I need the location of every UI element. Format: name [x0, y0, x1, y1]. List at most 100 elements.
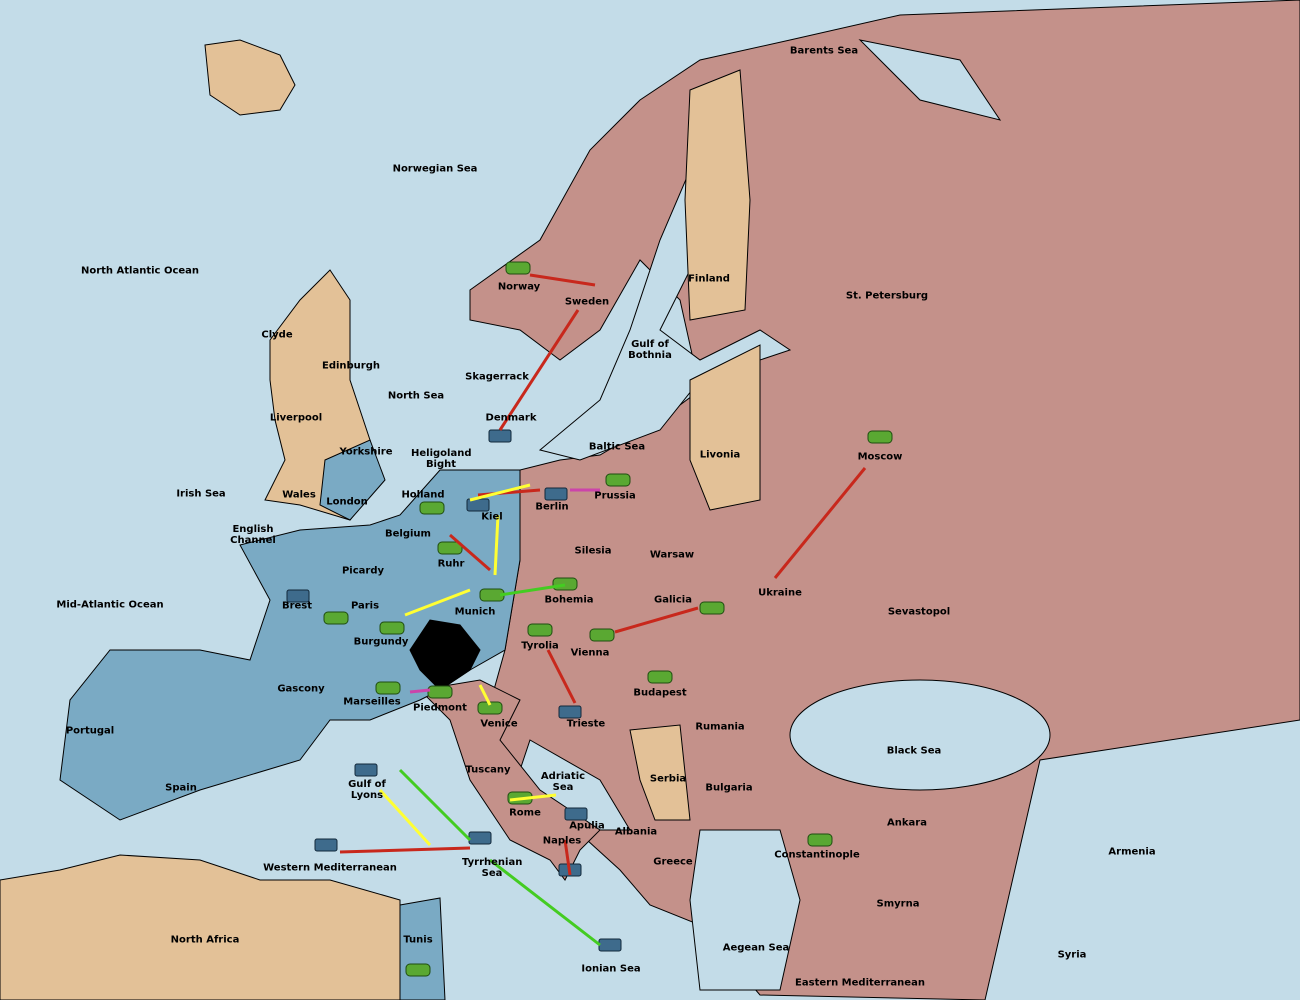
army-unit: [405, 963, 431, 977]
army-unit: [647, 670, 673, 684]
province-label: Adriatic Sea: [540, 771, 586, 793]
province-label: Edinburgh: [321, 360, 381, 372]
province-label: Ruhr: [437, 558, 465, 570]
province-label: Paris: [350, 600, 380, 612]
order-arrow: [498, 309, 580, 431]
order-arrow: [478, 684, 492, 706]
province-label: Vienna: [570, 647, 610, 659]
province-label: Irish Sea: [176, 488, 226, 500]
land: [418, 679, 601, 881]
land: [59, 469, 521, 821]
order-arrow: [773, 467, 867, 579]
province-label: Picardy: [341, 565, 385, 577]
land: [689, 344, 761, 511]
province-label: Ionian Sea: [581, 963, 641, 975]
province-label: Kiel: [481, 511, 503, 523]
land: [0, 854, 401, 1000]
land: [399, 897, 446, 1000]
sea: [789, 679, 1051, 791]
province-label: Venice: [480, 718, 518, 730]
land: [629, 724, 691, 821]
order-arrow: [614, 606, 699, 634]
fleet-unit: [544, 487, 568, 501]
province-label: Galicia: [654, 594, 692, 606]
province-label: Mid-Atlantic Ocean: [56, 599, 164, 611]
order-arrow: [499, 583, 566, 597]
province-label: Spain: [165, 782, 197, 794]
province-label: Budapest: [633, 687, 687, 699]
province-label: Ankara: [887, 817, 927, 829]
province-label: Baltic Sea: [588, 441, 646, 453]
province-label: Gulf of Lyons: [348, 779, 386, 801]
army-unit: [605, 473, 631, 487]
army-unit: [379, 621, 405, 635]
province-label: Syria: [1057, 949, 1087, 961]
order-arrow: [449, 533, 491, 572]
sea: [538, 168, 792, 461]
order-arrow: [493, 514, 500, 576]
province-label: Western Mediterranean: [263, 862, 397, 874]
province-label: Eastern Mediterranean: [795, 977, 925, 989]
order-arrow: [409, 688, 431, 694]
province-label: Finland: [688, 273, 730, 285]
fleet-unit: [558, 705, 582, 719]
province-label: Silesia: [574, 545, 612, 557]
fleet-unit: [314, 838, 338, 852]
province-label: Marseilles: [343, 696, 401, 708]
province-label: Heligoland Bight: [411, 448, 472, 470]
order-arrow: [398, 768, 472, 842]
province-label: Rome: [509, 807, 541, 819]
province-label: Piedmont: [413, 702, 467, 714]
order-arrow: [469, 483, 531, 502]
fleet-unit: [468, 831, 492, 845]
province-label: Barents Sea: [789, 45, 859, 57]
army-unit: [589, 628, 615, 642]
land: [684, 69, 751, 321]
province-label: Norway: [497, 281, 541, 293]
province-label: Burgundy: [353, 636, 409, 648]
province-label: Moscow: [857, 451, 903, 463]
order-arrow: [546, 649, 577, 704]
army-unit: [437, 541, 463, 555]
province-label: Warsaw: [649, 549, 695, 561]
province-label: Serbia: [649, 773, 687, 785]
sea: [689, 829, 801, 991]
province-label: Tunis: [403, 934, 433, 946]
province-label: Constantinople: [774, 849, 860, 861]
province-label: London: [326, 496, 368, 508]
province-label: English Channel: [230, 524, 276, 546]
province-label: Berlin: [535, 501, 569, 513]
province-label: Belgium: [385, 528, 431, 540]
province-label: Gascony: [277, 683, 325, 695]
province-label: Rumania: [695, 721, 745, 733]
army-unit: [807, 833, 833, 847]
province-label: Tuscany: [465, 764, 511, 776]
province-label: Bohemia: [544, 594, 594, 606]
order-arrow: [563, 839, 572, 876]
province-label: Denmark: [485, 412, 537, 424]
province-label: Tyrrhenian Sea: [462, 857, 523, 879]
province-label: Sevastopol: [887, 606, 951, 618]
province-label: Smyrna: [876, 898, 920, 910]
order-arrow: [489, 858, 601, 947]
army-unit: [505, 261, 531, 275]
province-label: Naples: [542, 835, 582, 847]
province-label: Apulia: [569, 820, 605, 832]
order-arrow: [509, 793, 557, 802]
province-label: North Atlantic Ocean: [80, 265, 200, 277]
province-label: Black Sea: [886, 745, 942, 757]
province-label: Albania: [614, 826, 658, 838]
province-label: Yorkshire: [339, 446, 393, 458]
province-label: Holland: [401, 489, 445, 501]
province-label: Aegean Sea: [722, 942, 790, 954]
army-unit: [323, 611, 349, 625]
province-label: Greece: [653, 856, 693, 868]
sea: [858, 39, 1002, 121]
army-unit: [427, 685, 453, 699]
order-arrow: [339, 846, 471, 854]
army-unit: [527, 623, 553, 637]
province-label: North Sea: [387, 390, 445, 402]
fleet-unit: [598, 938, 622, 952]
fleet-unit: [354, 763, 378, 777]
